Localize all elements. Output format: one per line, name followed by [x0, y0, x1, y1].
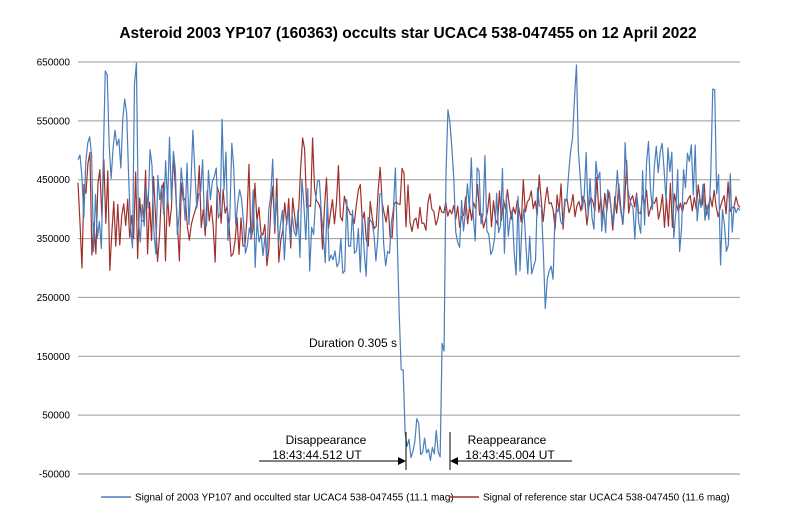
legend-label-occulted-signal: Signal of 2003 YP107 and occulted star U…	[135, 493, 454, 504]
legend-item-reference-signal: Signal of reference star UCAC4 538-04745…	[449, 493, 730, 504]
series-line-reference-signal	[77, 137, 741, 271]
disappearance-time-label: 18:43:44.512 UT	[272, 448, 362, 462]
duration-label: Duration 0.305 s	[309, 336, 397, 350]
y-tick-label: -50000	[39, 470, 71, 481]
horizontal-gridlines	[78, 61, 740, 416]
disappearance-label: Disappearance	[286, 433, 367, 447]
reappearance-arrowhead	[450, 457, 458, 465]
y-tick-label: 50000	[42, 411, 70, 422]
y-tick-label: 350000	[37, 234, 71, 245]
y-tick-label: 550000	[37, 116, 71, 127]
reappearance-label: Reappearance	[468, 433, 547, 447]
event-annotations: Duration 0.305 s Disappearance 18:43:44.…	[259, 336, 572, 470]
y-tick-label: 650000	[37, 58, 71, 69]
disappearance-arrowhead	[398, 457, 406, 465]
y-axis-tick-labels: -50000 50000 150000 250000 350000 450000 55000…	[37, 58, 71, 481]
chart-legend: Signal of 2003 YP107 and occulted star U…	[101, 493, 730, 504]
series-line-occulted-signal	[77, 62, 741, 462]
y-tick-label: 150000	[37, 352, 71, 363]
legend-label-reference-signal: Signal of reference star UCAC4 538-04745…	[483, 493, 730, 504]
y-tick-label: 450000	[37, 175, 71, 186]
chart-title: Asteroid 2003 YP107 (160363) occults sta…	[119, 25, 696, 42]
y-tick-label: 250000	[37, 293, 71, 304]
legend-item-occulted-signal: Signal of 2003 YP107 and occulted star U…	[101, 493, 454, 504]
reappearance-time-label: 18:43:45.004 UT	[465, 448, 555, 462]
series-layer	[77, 62, 741, 462]
